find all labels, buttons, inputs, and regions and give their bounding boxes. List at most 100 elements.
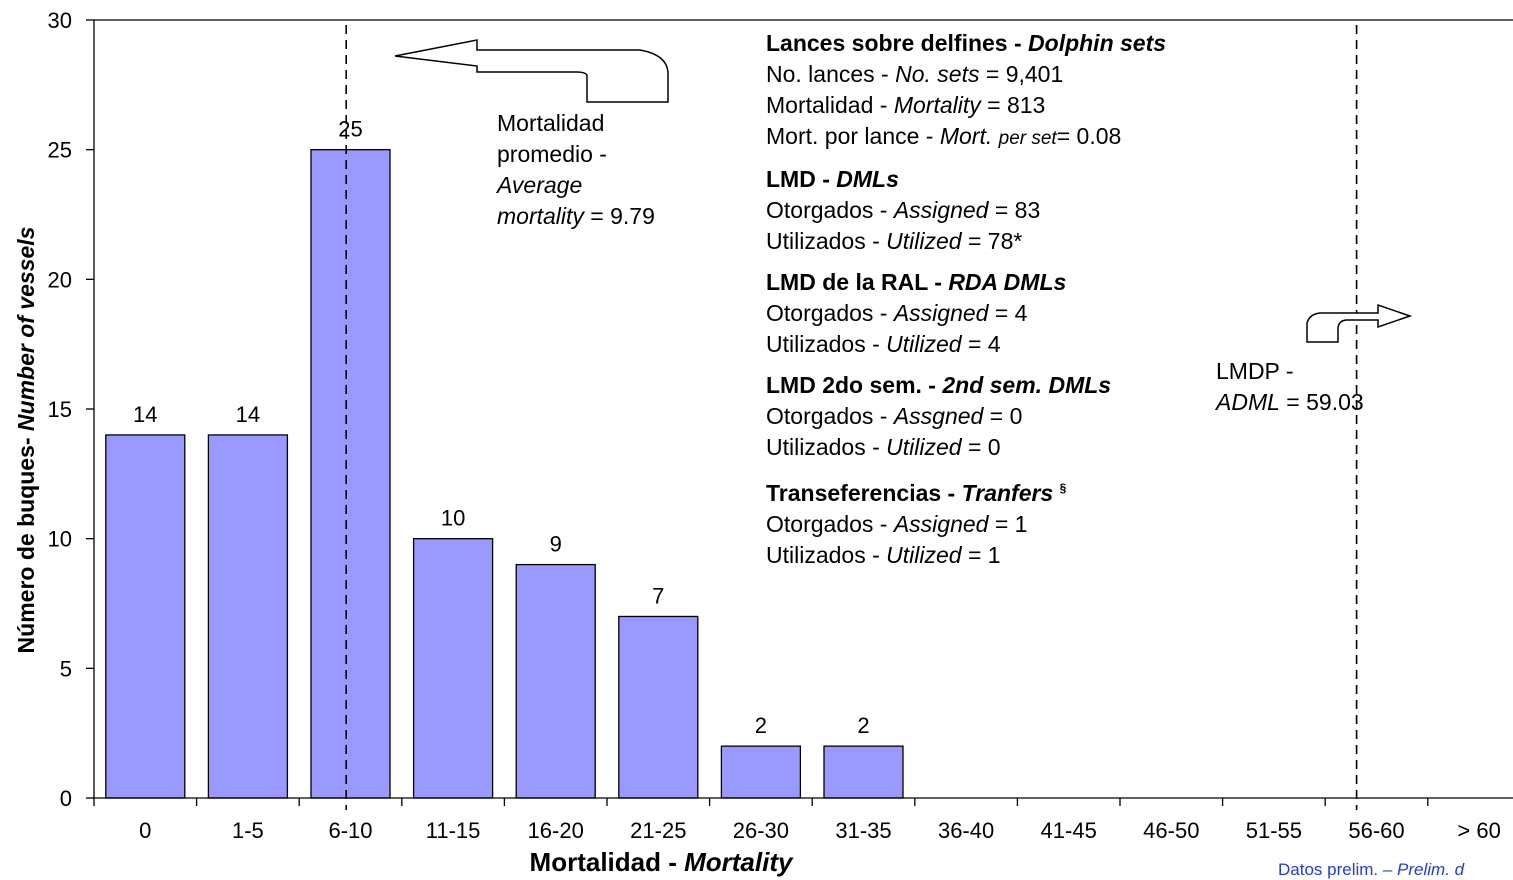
average-mortality-annotation: Mortalidad promedio - Average mortality … [497, 108, 655, 232]
average-line4: mortality = 9.79 [497, 201, 655, 232]
bar-21-25 [618, 615, 699, 799]
bars-layer [105, 149, 904, 799]
rda-dmls-title-en: RDA DMLs [948, 269, 1067, 295]
y-tick-label: 20 [48, 267, 72, 292]
bar-value-label: 14 [236, 402, 260, 427]
transfers-utilized-es: Utilizados - [766, 542, 887, 568]
bar-31-35 [823, 745, 904, 799]
no-sets-value: = 9,401 [979, 61, 1064, 87]
x-axis-title-es: Mortalidad - [530, 847, 685, 877]
transfers-title-en: Tranfers [961, 480, 1054, 506]
dmls-assigned-es: Otorgados - [766, 197, 894, 223]
transfers-assigned-es: Otorgados - [766, 511, 894, 537]
average-line1: Mortalidad [497, 110, 605, 136]
y-tick-label: 30 [48, 8, 72, 33]
adml-annotation: LMDP - ADML = 59.03 [1216, 356, 1364, 418]
mort-per-set-row: Mort. por lance - Mort. per set= 0.08 [766, 121, 1166, 154]
dmls-utilized-es: Utilizados - [766, 228, 887, 254]
second-sem-assigned-row: Otorgados - Assgned = 0 [766, 401, 1166, 432]
bar-value-label: 9 [550, 532, 562, 557]
x-tick-label: 41-45 [1041, 818, 1097, 843]
rda-utilized-es: Utilizados - [766, 331, 887, 357]
second-sem-title-es: LMD 2do sem. - [766, 372, 943, 398]
transfers-assigned-row: Otorgados - Assigned = 1 [766, 509, 1166, 540]
dmls-title-en: DMLs [836, 166, 899, 192]
summary-panel: Lances sobre delfines - Dolphin sets No.… [766, 28, 1166, 581]
rda-assigned-row: Otorgados - Assigned = 4 [766, 298, 1166, 329]
dolphin-sets-title-en: Dolphin sets [1028, 30, 1167, 56]
bar-value-label: 7 [652, 583, 664, 608]
x-tick-label: 11-15 [426, 818, 481, 843]
no-sets-en: No. sets [895, 61, 980, 87]
mortality-value: = 813 [980, 92, 1046, 118]
bar-value-label: 2 [755, 713, 767, 738]
y-tick-label: 0 [60, 786, 72, 811]
transfers-title-es: Transeferencias - [766, 480, 962, 506]
second-sem-utilized-value: = 0 [961, 434, 1001, 460]
average-value: = 9.79 [583, 203, 655, 229]
transfers-block: Transeferencias - Tranfers § Otorgados -… [766, 473, 1166, 571]
dolphin-sets-title-es: Lances sobre delfines - [766, 30, 1029, 56]
second-sem-assigned-es: Otorgados - [766, 403, 894, 429]
x-tick-label: 21-25 [630, 818, 686, 843]
bar-1-5 [207, 434, 289, 799]
bar-6-10 [310, 149, 391, 799]
bar-16-20 [515, 563, 596, 799]
reference-lines-layer [345, 25, 1358, 810]
y-tick-label: 25 [48, 138, 72, 163]
rda-assigned-es: Otorgados - [766, 300, 894, 326]
second-sem-title-en: 2nd sem. DMLs [942, 372, 1112, 398]
y-tick-label: 10 [48, 527, 72, 552]
y-axis-title-en: Number of vessels [13, 227, 39, 432]
x-axis-title-en: Mortality [684, 847, 794, 877]
y-axis-title: Número de buques- Number of vessels [13, 227, 39, 654]
second-sem-utilized-row: Utilizados - Utilized = 0 [766, 432, 1166, 463]
note-en: – Prelim. d [1382, 860, 1465, 879]
no-sets-row: No. lances - No. sets = 9,401 [766, 59, 1166, 90]
rda-utilized-row: Utilizados - Utilized = 4 [766, 329, 1166, 360]
rda-dmls-title-es: LMD de la RAL - [766, 269, 949, 295]
transfers-utilized-en: Utilized [886, 542, 962, 568]
bar-0 [105, 434, 186, 799]
average-line2: promedio - [497, 141, 607, 167]
x-tick-label: 56-60 [1348, 818, 1404, 843]
mort-per-set-en-b: per set [998, 128, 1057, 149]
dmls-assigned-en: Assigned [893, 197, 989, 223]
mort-per-set-value: = 0.08 [1056, 123, 1122, 149]
rda-utilized-en: Utilized [886, 331, 962, 357]
x-axis-title: Mortalidad - Mortality [530, 847, 794, 877]
arrows-layer [394, 39, 1413, 343]
bar-11-15 [412, 538, 494, 799]
note-es: Datos prelim. [1278, 860, 1383, 879]
dolphin-sets-title: Lances sobre delfines - Dolphin sets [766, 28, 1166, 59]
dmls-utilized-row: Utilizados - Utilized = 78* [766, 226, 1166, 257]
rda-dmls-title: LMD de la RAL - RDA DMLs [766, 267, 1166, 298]
average-arrow-icon [394, 39, 669, 103]
dmls-assigned-value: = 83 [988, 197, 1041, 223]
y-tick-label: 15 [48, 397, 72, 422]
second-sem-assigned-en: Assgned [893, 403, 984, 429]
dmls-block: LMD - DMLs Otorgados - Assigned = 83 Uti… [766, 164, 1166, 257]
rda-utilized-value: = 4 [961, 331, 1001, 357]
transfers-utilized-value: = 1 [961, 542, 1001, 568]
mortality-en: Mortality [893, 92, 981, 118]
bar-labels-layer: 14 14 25 10 9 7 2 2 [133, 117, 870, 738]
x-tick-label: 31-35 [835, 818, 891, 843]
x-tick-label: > 60 [1457, 818, 1500, 843]
mortality-es: Mortalidad - [766, 92, 894, 118]
y-axis-title-es: Número de buques- [13, 431, 39, 653]
rda-assigned-en: Assigned [893, 300, 989, 326]
axes-layer: 0 1-5 6-10 11-15 16-20 21-25 26-30 31-35 36-40 41… [48, 8, 1513, 843]
transfers-footnote-mark: § [1059, 481, 1067, 495]
mort-per-set-es: Mort. por lance - [766, 123, 940, 149]
x-tick-label: 26-30 [733, 818, 789, 843]
adml-line1: LMDP - [1216, 358, 1294, 384]
dolphin-sets-block: Lances sobre delfines - Dolphin sets No.… [766, 28, 1166, 154]
adml-label: ADML [1216, 389, 1280, 415]
adml-line2: ADML = 59.03 [1216, 387, 1364, 418]
dmls-title-es: LMD - [766, 166, 837, 192]
rda-dmls-block: LMD de la RAL - RDA DMLs Otorgados - Ass… [766, 267, 1166, 360]
x-tick-label: 46-50 [1143, 818, 1199, 843]
bar-value-label: 2 [857, 713, 869, 738]
